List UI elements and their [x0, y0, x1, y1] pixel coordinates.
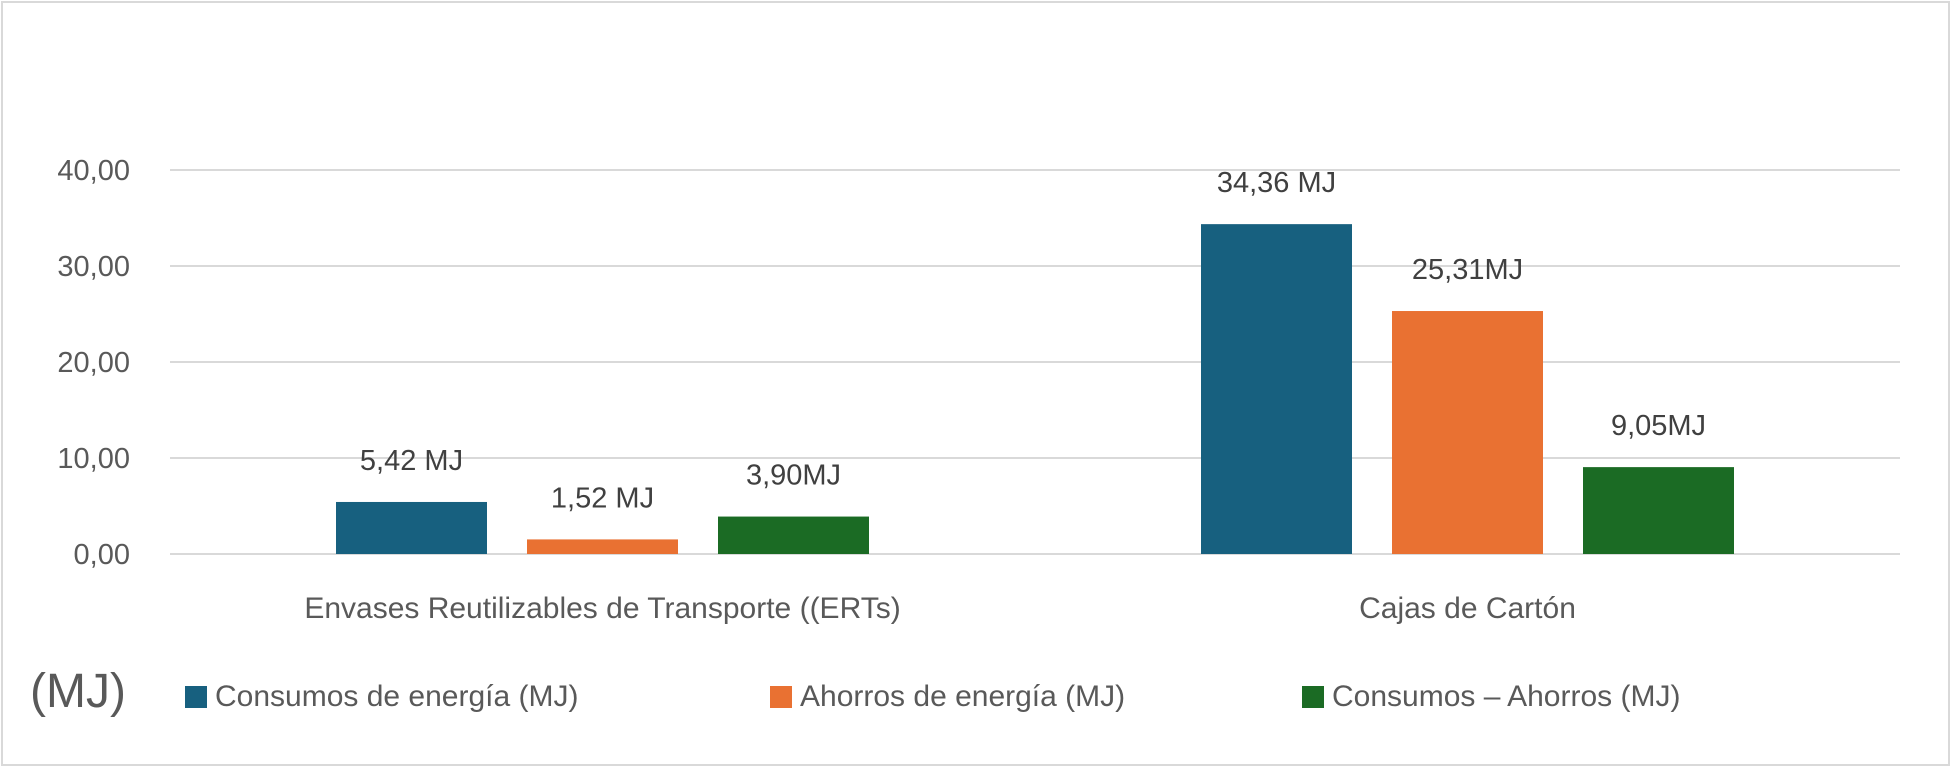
- bar: [1392, 311, 1543, 554]
- data-label: 1,52 MJ: [551, 482, 654, 514]
- y-tick-label: 10,00: [57, 443, 130, 475]
- bar: [527, 539, 678, 554]
- category-label: Envases Reutilizables de Transporte ((ER…: [304, 592, 900, 625]
- y-tick-label: 20,00: [57, 347, 130, 379]
- legend-swatch: [1302, 686, 1324, 708]
- data-label: 25,31MJ: [1412, 254, 1523, 286]
- legend-item-diferencia: Consumos – Ahorros (MJ): [1302, 680, 1680, 714]
- legend-swatch: [185, 686, 207, 708]
- y-tick-label: 0,00: [74, 539, 130, 571]
- unit-label: (MJ): [30, 665, 126, 718]
- data-label: 9,05MJ: [1611, 410, 1706, 442]
- bar: [1201, 224, 1352, 555]
- legend-swatch: [770, 686, 792, 708]
- y-tick-label: 30,00: [57, 251, 130, 283]
- data-label: 5,42 MJ: [360, 445, 463, 477]
- legend-label: Consumos – Ahorros (MJ): [1332, 680, 1681, 713]
- bar: [1583, 467, 1734, 554]
- bar: [718, 516, 869, 554]
- y-tick-label: 40,00: [57, 155, 130, 187]
- legend-label: Ahorros de energía (MJ): [800, 680, 1126, 713]
- legend-item-ahorros: Ahorros de energía (MJ): [770, 680, 1125, 714]
- legend-label: Consumos de energía (MJ): [215, 680, 579, 713]
- data-label: 3,90MJ: [746, 460, 841, 492]
- bar: [336, 501, 487, 554]
- category-label: Cajas de Cartón: [1359, 592, 1576, 625]
- data-label: 34,36 MJ: [1217, 167, 1336, 199]
- legend-item-consumos: Consumos de energía (MJ): [185, 680, 579, 714]
